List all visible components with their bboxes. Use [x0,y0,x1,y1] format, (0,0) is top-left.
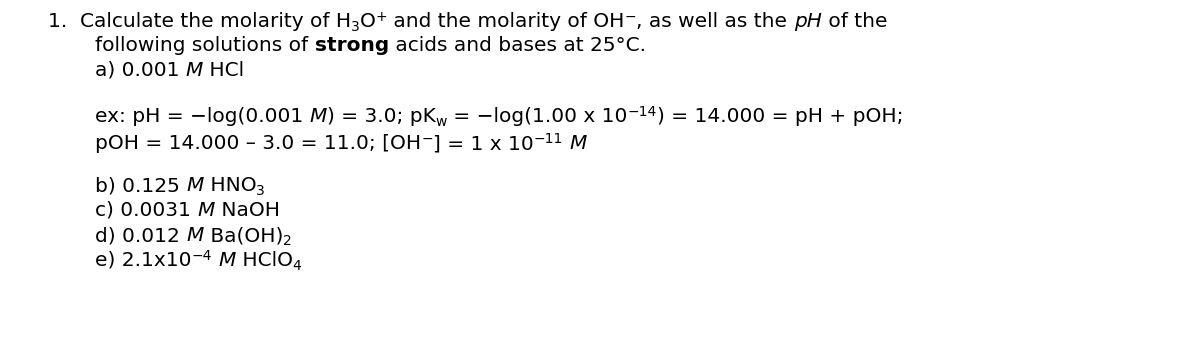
Text: HNO: HNO [204,176,257,195]
Text: 4: 4 [293,259,301,273]
Text: +: + [376,10,388,24]
Text: pH: pH [793,12,822,31]
Text: pOH = 14.000 – 3.0 = 11.0; [OH: pOH = 14.000 – 3.0 = 11.0; [OH [95,134,421,153]
Text: M: M [197,201,215,220]
Text: HClO: HClO [235,251,293,270]
Text: HCl: HCl [203,61,245,80]
Text: M: M [218,251,235,270]
Text: −: − [421,132,433,146]
Text: acids and bases at 25°C.: acids and bases at 25°C. [389,36,646,55]
Text: M: M [186,226,204,245]
Text: ] = 1 x 10: ] = 1 x 10 [433,134,534,153]
Text: = −log(1.00 x 10: = −log(1.00 x 10 [448,107,628,126]
Text: b) 0.125: b) 0.125 [95,176,186,195]
Text: ) = 14.000 = pH + pOH;: ) = 14.000 = pH + pOH; [656,107,904,126]
Text: a) 0.001: a) 0.001 [95,61,186,80]
Text: ex: pH = −log(0.001: ex: pH = −log(0.001 [95,107,310,126]
Text: M: M [310,107,326,126]
Text: 3: 3 [352,20,360,34]
Text: −4: −4 [192,249,212,263]
Text: strong: strong [314,36,389,55]
Text: and the molarity of OH: and the molarity of OH [388,12,625,31]
Text: 3: 3 [257,184,265,198]
Text: NaOH: NaOH [215,201,280,220]
Text: M: M [186,61,203,80]
Text: following solutions of: following solutions of [95,36,314,55]
Text: M: M [569,134,587,153]
Text: 2: 2 [283,234,292,248]
Text: ) = 3.0; pK: ) = 3.0; pK [326,107,436,126]
Text: c) 0.0031: c) 0.0031 [95,201,197,220]
Text: −: − [625,10,636,24]
Text: d) 0.012: d) 0.012 [95,226,186,245]
Text: −11: −11 [534,132,563,146]
Text: O: O [360,12,376,31]
Text: M: M [186,176,204,195]
Text: of the: of the [822,12,887,31]
Text: , as well as the: , as well as the [636,12,793,31]
Text: e) 2.1x10: e) 2.1x10 [95,251,192,270]
Text: Ba(OH): Ba(OH) [204,226,283,245]
Text: 1.  Calculate the molarity of H: 1. Calculate the molarity of H [48,12,352,31]
Text: w: w [436,115,448,129]
Text: −14: −14 [628,105,656,119]
